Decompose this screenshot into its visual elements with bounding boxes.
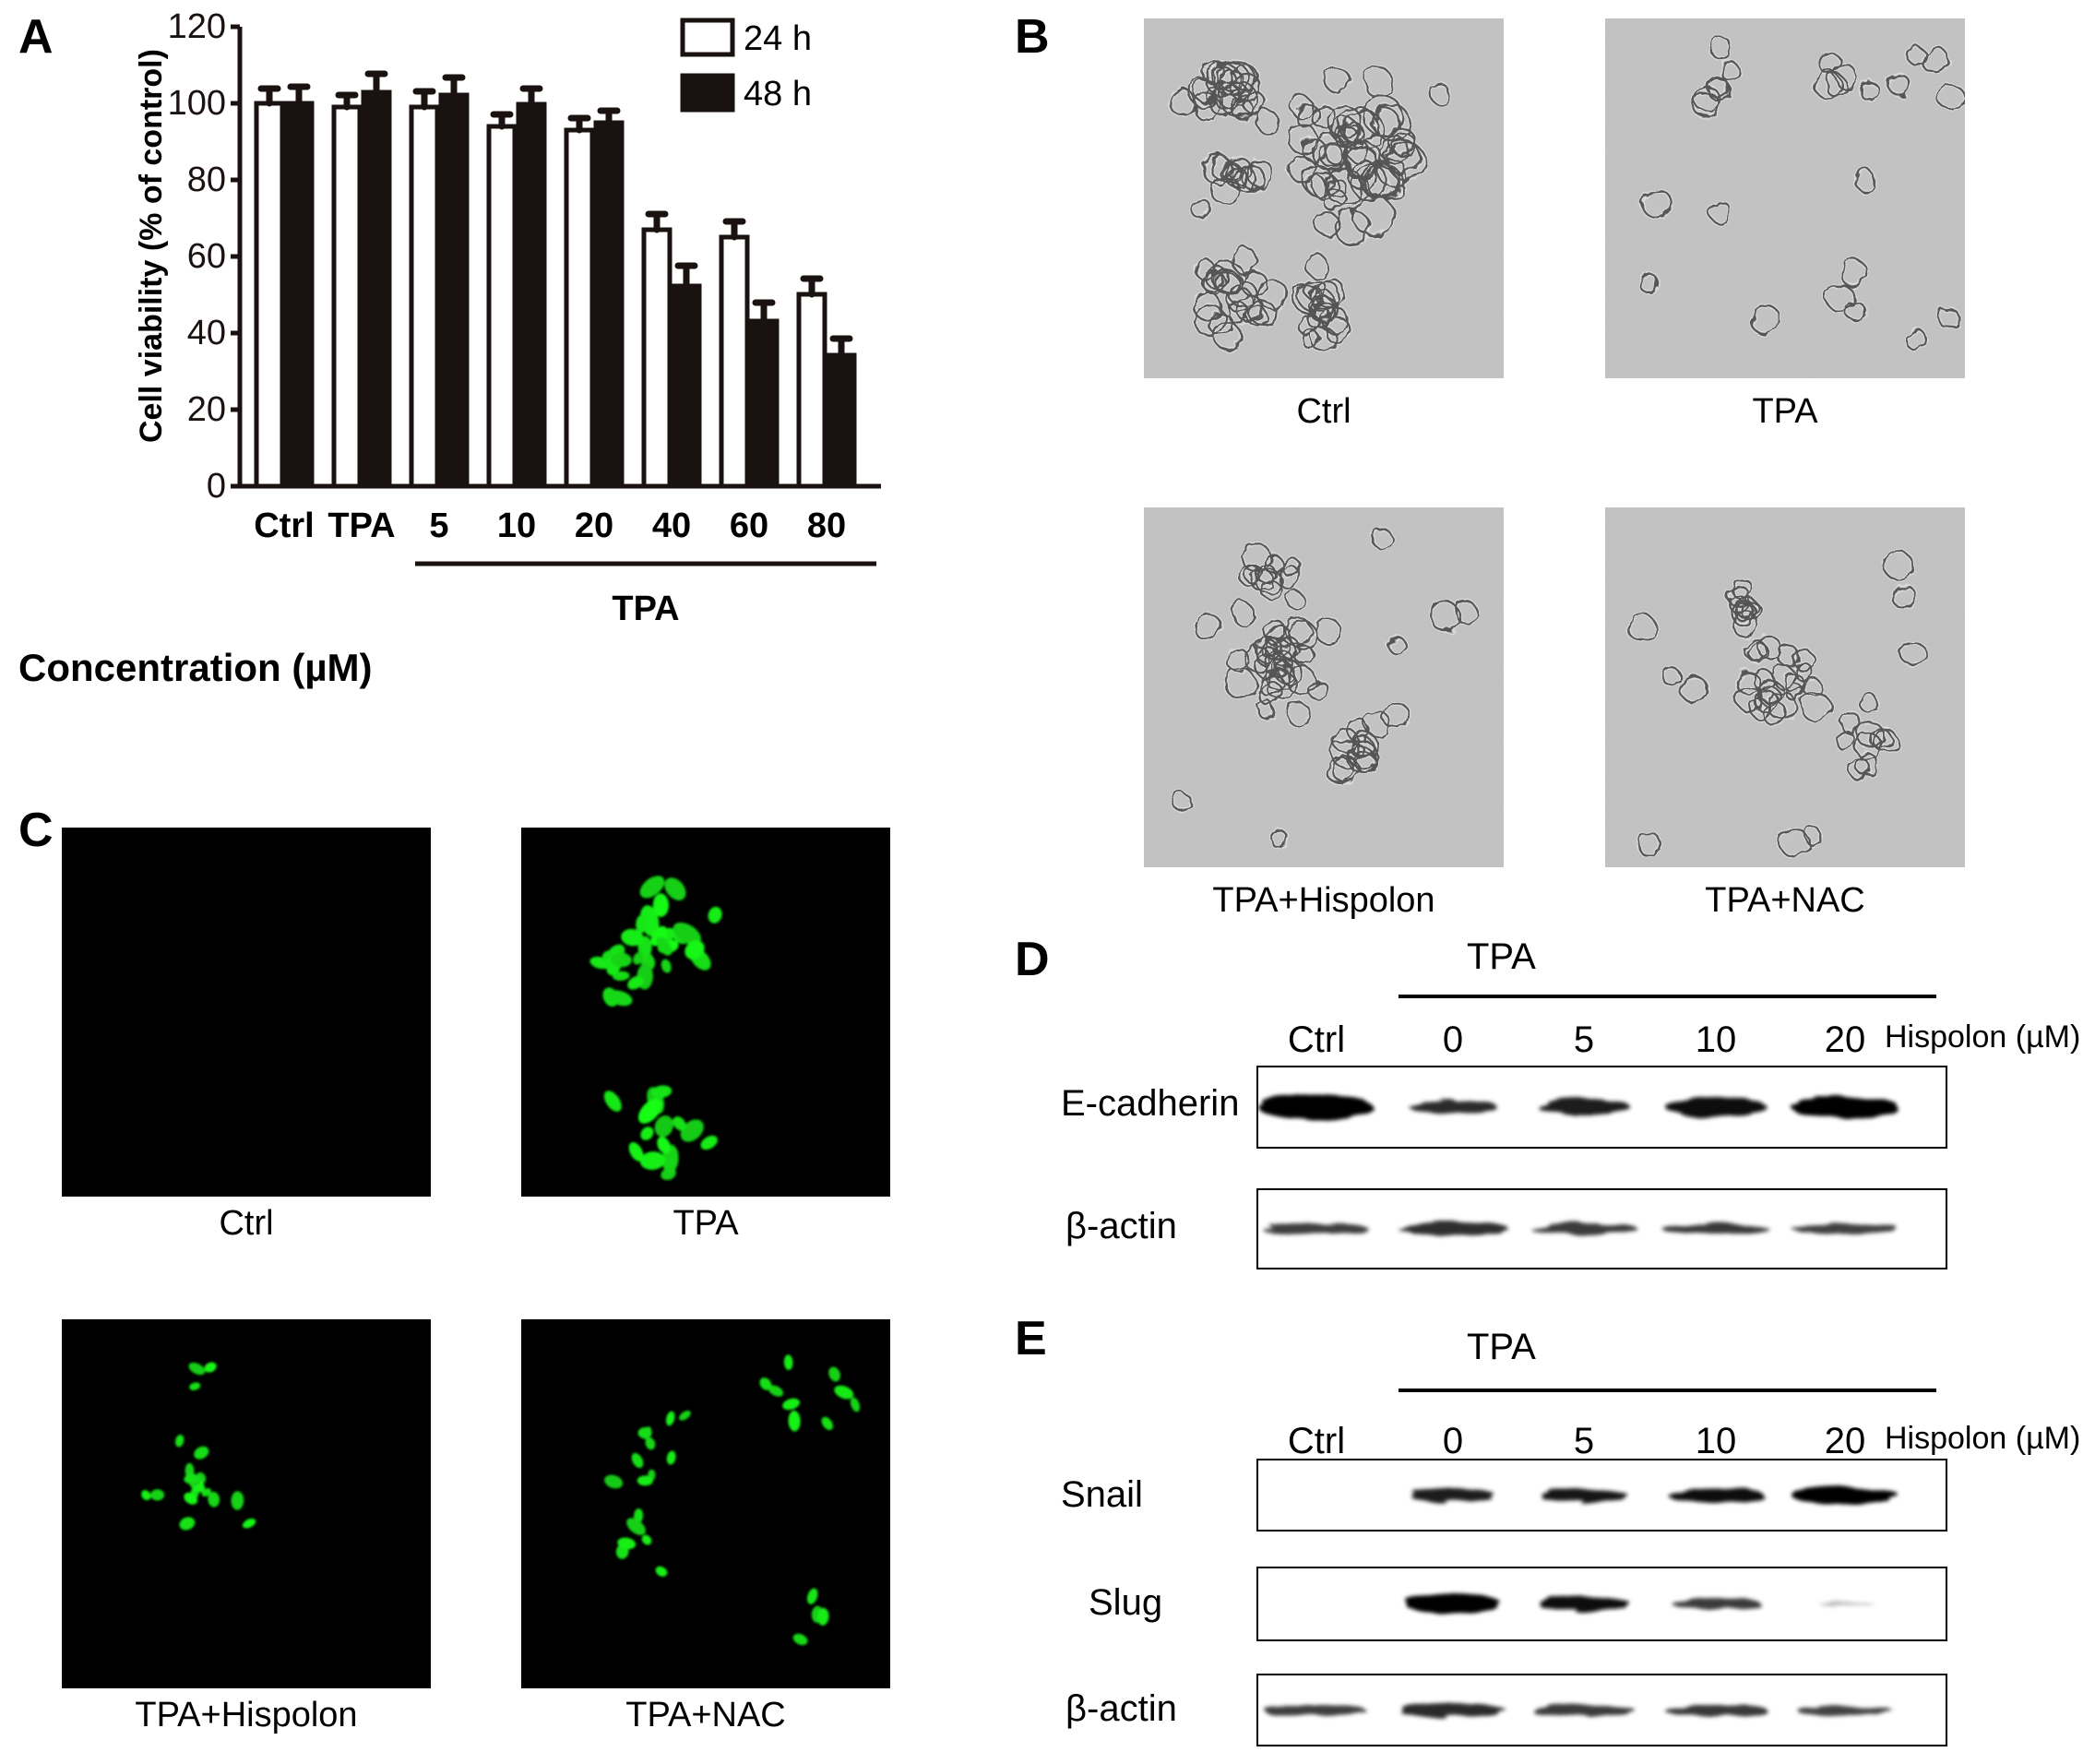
svg-text:60: 60 [187, 237, 226, 276]
svg-text:80: 80 [187, 161, 226, 199]
svg-text:10: 10 [497, 507, 536, 545]
svg-text:TPA: TPA [327, 507, 395, 545]
svg-text:Cell viability (% of control): Cell viability (% of control) [134, 49, 169, 443]
svg-text:20: 20 [575, 507, 613, 545]
svg-text:40: 40 [187, 314, 226, 352]
svg-text:80: 80 [807, 507, 846, 545]
svg-text:60: 60 [730, 507, 768, 545]
svg-text:TPA: TPA [612, 590, 679, 628]
svg-text:120: 120 [168, 7, 226, 46]
svg-text:48 h: 48 h [744, 75, 812, 113]
svg-text:40: 40 [652, 507, 691, 545]
svg-text:20: 20 [187, 390, 226, 429]
svg-text:0: 0 [207, 467, 226, 506]
svg-text:5: 5 [429, 507, 448, 545]
svg-text:100: 100 [168, 84, 226, 123]
svg-text:Ctrl: Ctrl [254, 507, 314, 545]
svg-text:24 h: 24 h [744, 19, 812, 58]
